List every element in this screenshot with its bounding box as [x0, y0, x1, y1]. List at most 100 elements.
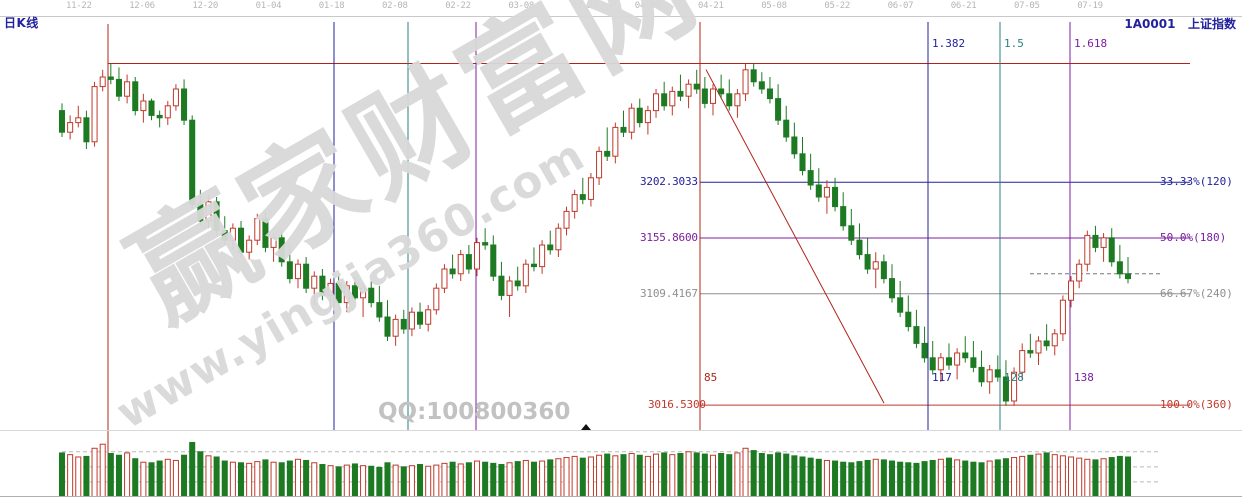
candle: [799, 137, 806, 176]
candle: [205, 194, 212, 229]
candle: [83, 110, 90, 149]
candle: [913, 309, 920, 349]
price-pane[interactable]: [0, 17, 1242, 431]
volume-pane[interactable]: [0, 431, 1242, 497]
volume-bar: [628, 453, 635, 497]
fib-percent-label: 33.33%(120): [1160, 175, 1233, 189]
candle: [506, 276, 513, 317]
volume-bar: [994, 459, 1001, 497]
volume-bar: [1011, 457, 1018, 497]
volume-bar: [67, 454, 74, 497]
volume-bar: [457, 463, 464, 497]
symbol-name: 上证指数: [1187, 17, 1236, 31]
volume-bar: [303, 459, 310, 497]
fib-time-ratio-label: 1.618: [1074, 37, 1108, 50]
volume-bar: [897, 461, 904, 497]
volume-bar: [58, 452, 66, 497]
volume-bar: [530, 461, 537, 497]
price-level-label: 3155.8600: [640, 230, 698, 244]
volume-bar: [1100, 458, 1107, 497]
candle: [539, 240, 546, 274]
candle: [547, 230, 554, 255]
volume-bar: [392, 464, 399, 497]
candle: [579, 177, 586, 205]
volume-bar: [115, 454, 122, 497]
volume-bar: [254, 461, 261, 497]
candle: [132, 77, 139, 116]
volume-bar: [124, 452, 131, 497]
candle: [832, 177, 839, 212]
candle: [962, 336, 969, 363]
volume-bar: [555, 458, 562, 497]
volume-bar: [522, 459, 529, 497]
candle: [482, 228, 489, 250]
candle: [400, 309, 407, 334]
volume-bar: [327, 465, 334, 497]
candle: [888, 264, 896, 303]
volume-bar: [164, 458, 171, 497]
candle: [262, 211, 269, 253]
volume-bar: [498, 464, 505, 497]
candle: [807, 153, 814, 190]
volume-bar: [742, 447, 749, 497]
candle: [921, 326, 928, 363]
volume-bar: [986, 460, 993, 497]
volume-bar: [156, 460, 163, 497]
date-tick: 07-19: [1077, 1, 1103, 11]
volume-bar: [1027, 454, 1034, 497]
volume-bar: [978, 462, 985, 497]
candle: [905, 295, 912, 332]
price-level-label: 3016.5300: [648, 398, 706, 412]
volume-bar: [758, 453, 765, 497]
candle: [303, 257, 310, 293]
candle: [644, 105, 651, 135]
candle: [1011, 367, 1018, 406]
volume-bar: [1043, 452, 1050, 497]
volume-bar: [262, 459, 269, 497]
volume-bar: [791, 455, 798, 497]
candle: [669, 86, 676, 116]
volume-bar: [913, 462, 920, 497]
volume-bar: [718, 453, 725, 497]
chart-mode-label: 日K线: [4, 16, 39, 30]
volume-bar: [945, 457, 952, 497]
axis-divider: [0, 16, 1242, 17]
fib-time-bar-number: 85: [704, 371, 718, 384]
candle: [1035, 336, 1042, 365]
volume-bar: [107, 453, 114, 497]
volume-bar: [709, 454, 717, 497]
candle: [848, 209, 855, 245]
volume-bar: [815, 458, 822, 497]
candle: [929, 341, 936, 375]
volume-bar: [1019, 455, 1026, 497]
candle: [254, 213, 261, 245]
candle: [555, 223, 562, 257]
volume-bar: [1124, 456, 1132, 497]
volume-bar: [319, 464, 326, 497]
candle: [1051, 329, 1058, 356]
candle: [433, 283, 440, 315]
volume-bar: [726, 454, 733, 497]
volume-bar: [1051, 454, 1058, 497]
fib-percent-label: 100.0%(360): [1160, 398, 1233, 412]
candle: [327, 278, 334, 310]
volume-bar: [506, 462, 513, 497]
fib-percent-label: 50.0%(180): [1160, 230, 1227, 244]
volume-bar: [734, 452, 741, 497]
candle: [246, 235, 253, 260]
candle: [319, 269, 326, 301]
candle: [677, 74, 684, 101]
candle: [685, 79, 692, 109]
date-tick: 03-22: [571, 1, 598, 11]
volume-bar: [970, 461, 977, 497]
candle: [164, 101, 171, 125]
volume-bar: [571, 455, 578, 497]
candle: [587, 173, 594, 207]
volume-bar: [563, 457, 570, 497]
date-tick: 11-22: [66, 1, 92, 11]
volume-bar: [221, 460, 228, 497]
candle: [148, 98, 155, 121]
candle: [124, 74, 131, 104]
candle: [653, 89, 660, 118]
